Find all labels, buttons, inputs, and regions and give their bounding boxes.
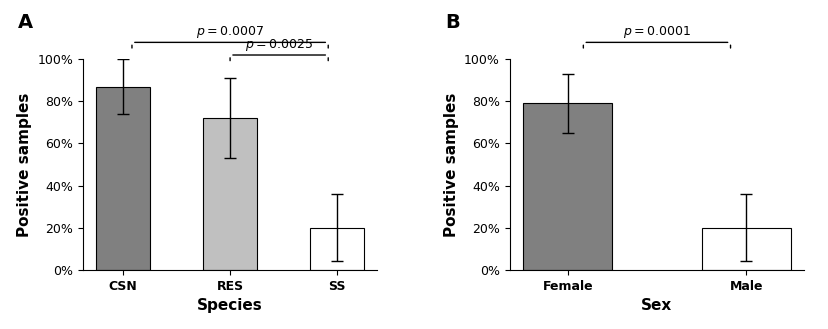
Bar [310, 228, 363, 270]
X-axis label: Sex: Sex [641, 298, 672, 313]
Text: A: A [18, 13, 33, 32]
Y-axis label: Positive samples: Positive samples [17, 92, 31, 237]
Text: $p = 0.0001$: $p = 0.0001$ [623, 24, 690, 40]
Bar [700, 228, 790, 270]
Y-axis label: Positive samples: Positive samples [443, 92, 458, 237]
Text: B: B [445, 13, 460, 32]
Text: $p = 0.0007$: $p = 0.0007$ [196, 24, 264, 40]
Bar [203, 118, 257, 270]
X-axis label: Species: Species [197, 298, 262, 313]
Bar [522, 103, 612, 270]
Text: $p = 0.0025$: $p = 0.0025$ [245, 37, 313, 53]
Bar [96, 87, 150, 270]
